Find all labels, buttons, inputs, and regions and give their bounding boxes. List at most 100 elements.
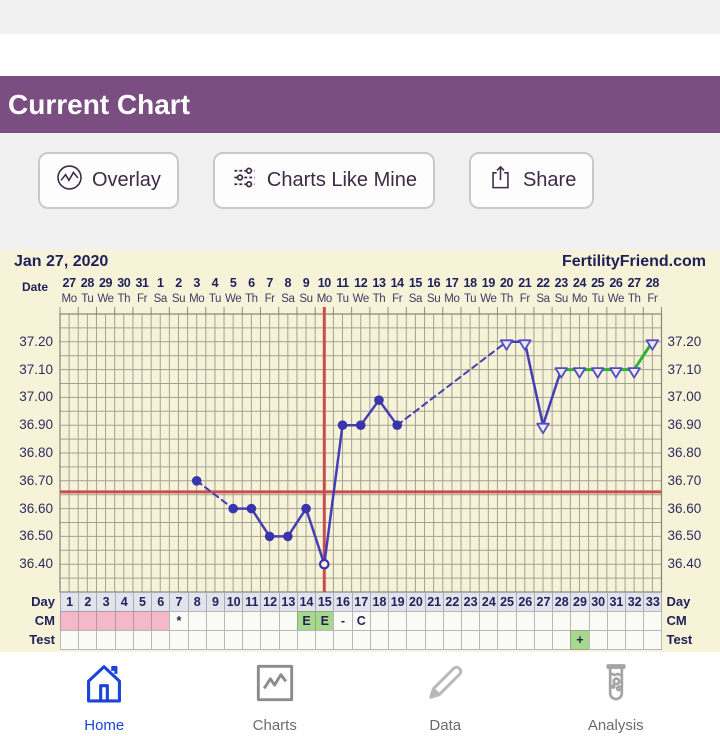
cm-row-label: CM xyxy=(666,613,687,628)
date-cell: 15 xyxy=(408,276,423,290)
nav-item-data[interactable]: Data xyxy=(360,652,531,736)
test-cell xyxy=(60,630,80,650)
weekday-cell: Th xyxy=(117,293,131,305)
test-cell xyxy=(278,630,298,650)
nav-label-charts: Charts xyxy=(252,717,297,734)
cm-cell xyxy=(388,611,408,631)
weekday-cell: Fr xyxy=(264,293,275,305)
temp-triangle xyxy=(554,367,568,379)
weekday-cell: Fr xyxy=(647,293,658,305)
test-cell xyxy=(552,630,572,650)
cm-cell xyxy=(242,611,262,631)
date-cell: 10 xyxy=(317,276,332,290)
test-cell xyxy=(114,630,134,650)
day-cell: 6 xyxy=(151,592,171,612)
test-cell xyxy=(351,630,371,650)
day-cell: 3 xyxy=(96,592,116,612)
day-cell: 17 xyxy=(351,592,371,612)
temp-dot xyxy=(301,503,311,514)
weekday-cell: Mo xyxy=(189,293,205,305)
page-header: Current Chart xyxy=(0,76,720,133)
charts-like-mine-button-label: Charts Like Mine xyxy=(266,169,417,191)
day-cell: 18 xyxy=(369,592,390,612)
bottom-nav: Home Charts Data xyxy=(0,652,720,736)
cm-cell xyxy=(187,611,207,631)
weekday-cell: Th xyxy=(500,293,513,305)
test-row-label: Test xyxy=(666,632,693,647)
date-cell: 16 xyxy=(427,276,441,290)
cm-cell xyxy=(369,611,390,631)
date-cell: 31 xyxy=(135,276,149,290)
date-cell: 19 xyxy=(481,276,496,290)
temp-tick-label: 37.10 xyxy=(667,361,702,377)
date-cell: 20 xyxy=(499,276,514,290)
day-cell: 13 xyxy=(278,592,298,612)
temp-tick-label: 37.20 xyxy=(667,333,702,349)
temp-dot xyxy=(392,420,402,430)
temp-segment-solid xyxy=(523,340,545,427)
weekday-cell: Th xyxy=(372,293,386,305)
weekday-cell: Mo xyxy=(444,293,460,305)
date-cell: 22 xyxy=(536,276,550,290)
temp-dot xyxy=(355,420,366,430)
day-cell: 11 xyxy=(242,592,262,612)
day-cell: 24 xyxy=(479,592,499,612)
test-cell xyxy=(151,630,171,650)
cm-cell xyxy=(533,611,554,631)
temp-tick-label: 36.40 xyxy=(19,556,53,572)
weekday-cell: Th xyxy=(245,293,258,305)
weekday-cell: We xyxy=(480,293,497,305)
home-icon xyxy=(79,658,129,713)
chart-date-title: Jan 27, 2020 xyxy=(14,253,109,270)
date-cell: 18 xyxy=(463,276,478,290)
temp-triangle xyxy=(499,339,514,351)
test-cell xyxy=(187,630,207,650)
weekday-cell: Mo xyxy=(316,293,333,305)
temp-segment-dashed xyxy=(396,340,508,427)
nav-label-home: Home xyxy=(84,717,125,734)
share-button[interactable]: Share xyxy=(468,152,595,209)
temp-dot xyxy=(191,476,202,486)
test-cell: + xyxy=(570,630,590,650)
date-cell: 3 xyxy=(193,276,200,290)
cm-cell xyxy=(643,611,663,631)
weekday-cell: Sa xyxy=(536,293,550,305)
nav-item-charts[interactable]: Charts xyxy=(190,652,361,736)
day-cell: 26 xyxy=(515,592,535,612)
nav-item-analysis[interactable]: Analysis xyxy=(531,652,702,736)
date-cell: 11 xyxy=(336,276,349,290)
day-cell: 33 xyxy=(643,592,663,612)
test-cell xyxy=(424,630,444,650)
day-cell: 27 xyxy=(533,592,554,612)
test-cell xyxy=(460,630,481,650)
cm-cell xyxy=(132,611,153,631)
temp-tick-label: 37.10 xyxy=(19,361,53,377)
overlay-button[interactable]: Overlay xyxy=(38,152,179,209)
cm-cell xyxy=(606,611,627,631)
date-cell: 27 xyxy=(62,276,77,290)
cm-cell xyxy=(114,611,134,631)
day-cell: 12 xyxy=(260,592,280,612)
overlay-chart-icon xyxy=(56,164,83,197)
page-title: Current Chart xyxy=(8,88,191,120)
weekday-cell: Tu xyxy=(81,293,94,305)
date-cell: 7 xyxy=(266,276,273,290)
temp-tick-label: 36.50 xyxy=(667,528,702,544)
date-cell: 30 xyxy=(117,276,131,290)
pencil-icon xyxy=(420,658,470,713)
brand-text: FertilityFriend.com xyxy=(561,253,706,270)
temp-dot xyxy=(374,395,384,405)
date-cell: 29 xyxy=(99,276,113,290)
temp-triangle xyxy=(518,339,532,351)
nav-item-home[interactable]: Home xyxy=(19,652,190,736)
date-cell: 2 xyxy=(175,276,182,290)
cm-cell: E xyxy=(296,611,317,631)
share-button-label: Share xyxy=(522,169,577,191)
test-cell xyxy=(96,630,116,650)
cm-cell xyxy=(205,611,226,631)
test-cell xyxy=(242,630,262,650)
temp-tick-label: 36.80 xyxy=(667,445,702,460)
charts-like-mine-button[interactable]: Charts Like Mine xyxy=(212,152,435,209)
temp-tick-label: 36.70 xyxy=(667,472,702,488)
temp-dot xyxy=(228,503,238,514)
